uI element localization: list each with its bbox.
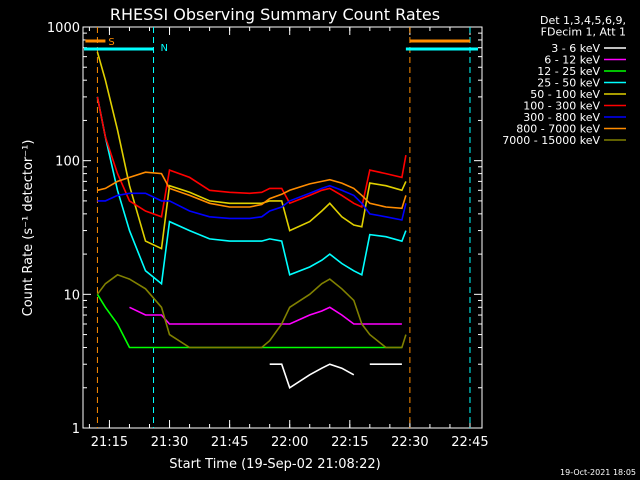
y-tick-label: 1000 [47,21,80,36]
series-line-4 [96,96,407,286]
x-tick-label: 21:15 [91,435,128,450]
x-tick-label: 22:45 [451,435,488,450]
y-tick-label: 100 [55,155,80,170]
legend-label: 3 - 6 keV [551,42,600,55]
flag-label: S [108,37,114,48]
legend-label: 6 - 12 keV [544,54,600,67]
x-tick-label: 22:30 [391,435,428,450]
x-tick-label: 21:30 [151,435,188,450]
legend-label: 800 - 7000 keV [516,123,600,136]
flag-label: N [161,43,168,54]
legend: Det 1,3,4,5,6,9,FDecim 1, Att 1 3 - 6 keV… [502,14,626,147]
x-tick-label: 22:00 [271,435,308,450]
series-line-5 [96,51,407,250]
legend-label: 300 - 800 keV [523,111,600,124]
series-line-3 [96,293,402,349]
y-axis-label: Count Rate (s⁻¹ detector⁻¹) [21,140,36,317]
series-line-1 [269,363,402,390]
legend-label: 50 - 100 keV [530,88,600,101]
series-line-8 [97,171,407,210]
legend-label: 100 - 300 keV [523,100,600,113]
plot-area: 21:15 21:30 21:45 22:00 22:15 22:30 22:45 1 10 10… [47,21,489,450]
series-line-7 [97,184,407,221]
chart-title: RHESSI Observing Summary Count Rates [110,5,440,24]
legend-header-line: FDecim 1, Att 1 [541,26,626,39]
series-line-6 [96,96,407,218]
y-tick-label: 10 [63,288,80,303]
footer-date: 19-Oct-2021 18:05 [560,468,636,477]
series-line-9 [96,273,407,349]
legend-label: 7000 - 15000 keV [502,134,600,147]
legend-header-line: Det 1,3,4,5,6,9, [540,14,626,27]
y-tick-label: 1 [72,422,80,437]
x-axis-label: Start Time (19-Sep-02 21:08:22) [169,457,380,472]
legend-label: 12 - 25 keV [537,65,600,78]
plot-frame [82,26,483,429]
legend-label: 25 - 50 keV [537,77,600,90]
x-tick-label: 22:15 [331,435,368,450]
x-tick-label: 21:45 [211,435,248,450]
